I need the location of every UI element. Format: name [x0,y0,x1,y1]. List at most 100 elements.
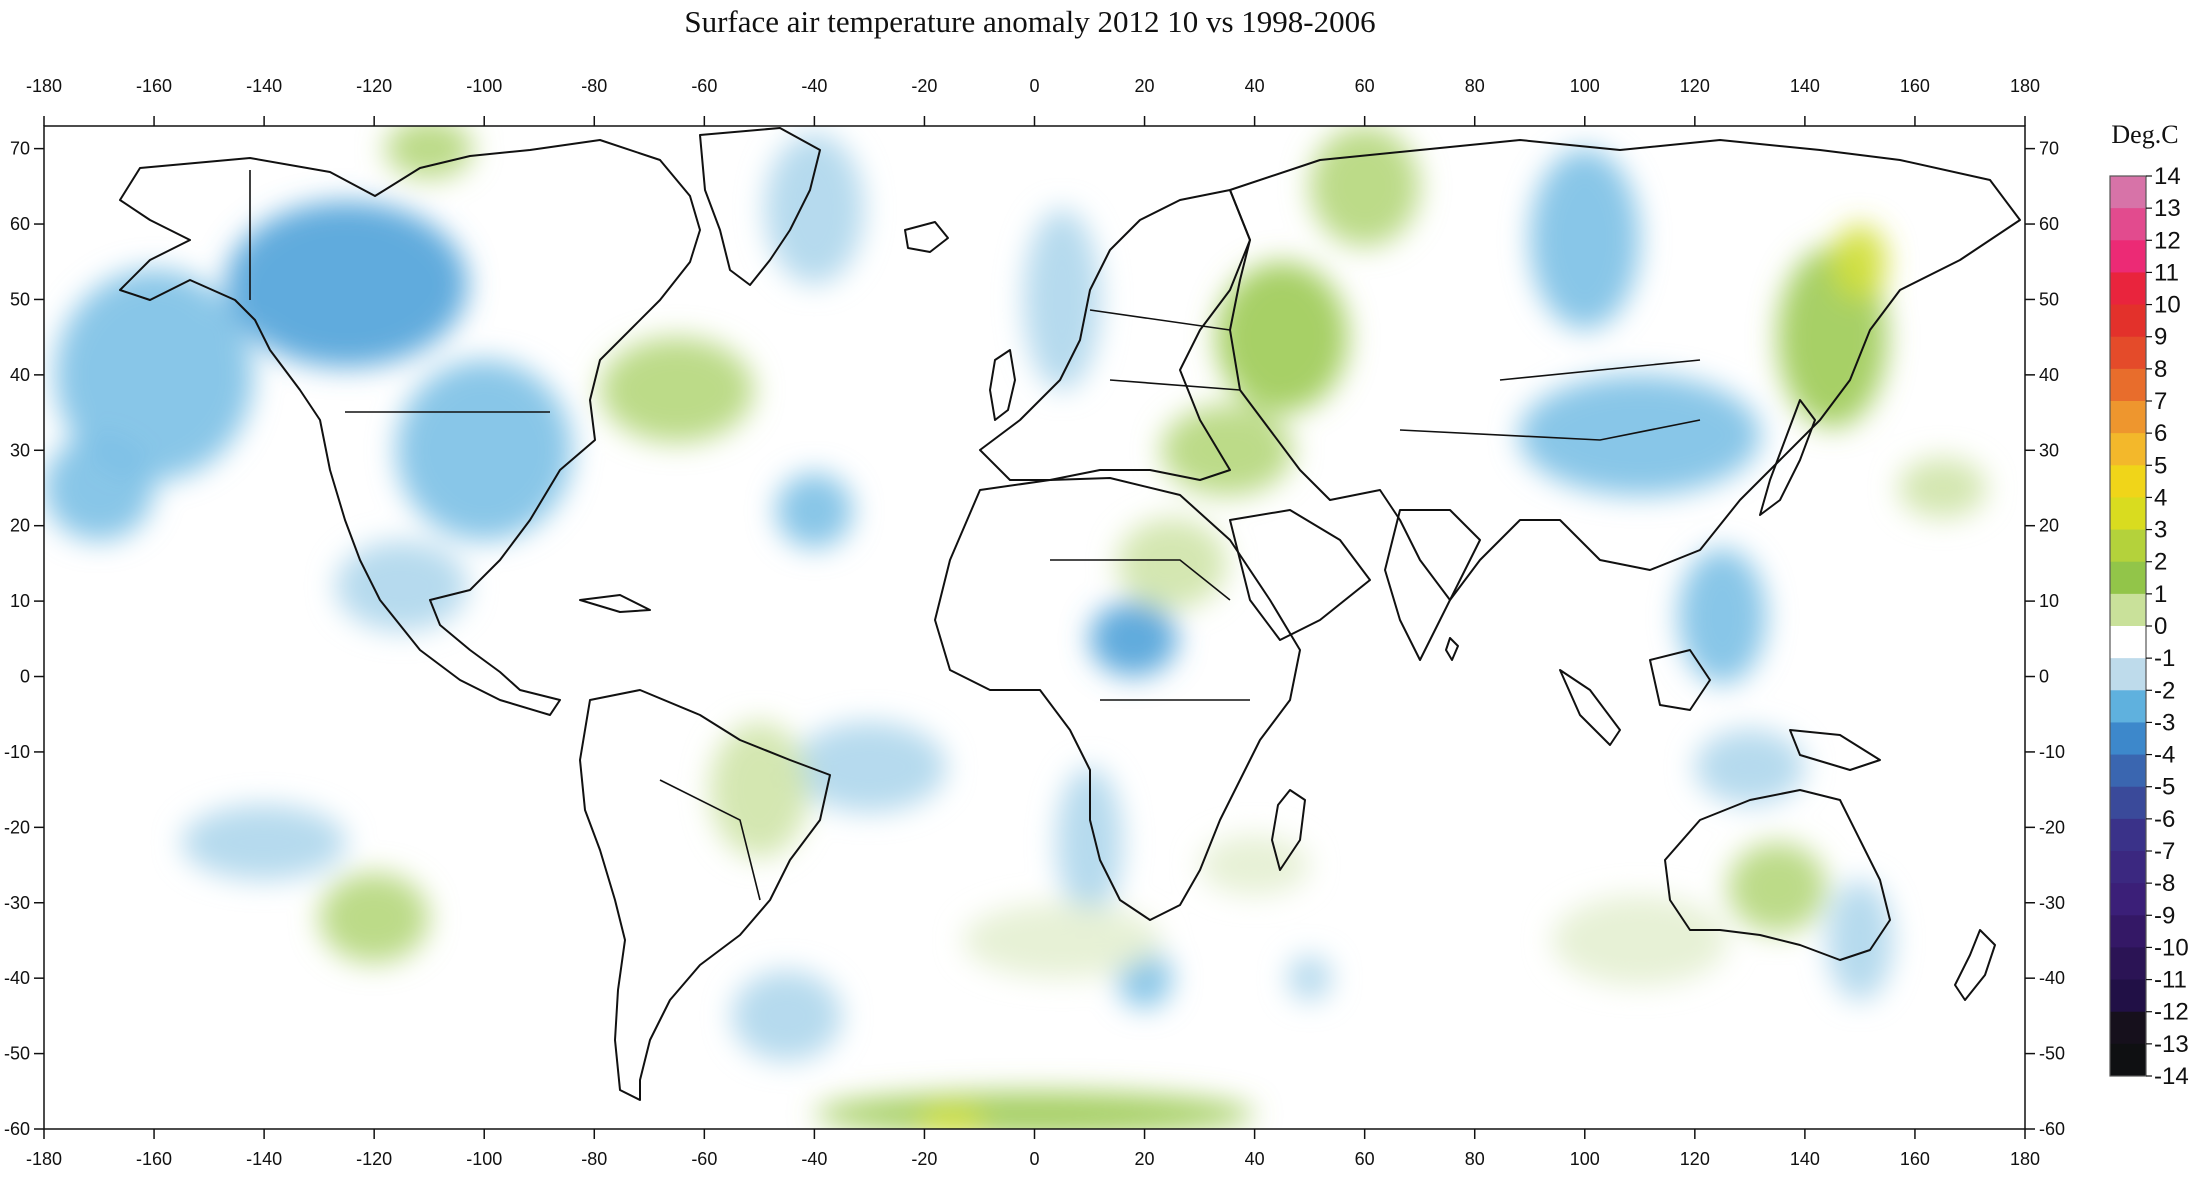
colorbar-label: 9 [2154,324,2167,351]
anomaly-region [1199,834,1310,896]
anomaly-region [1832,224,1888,300]
border-asia-2 [1499,359,1701,381]
lat-tick-label-right: -40 [2039,968,2065,988]
lat-tick-label-left: 30 [10,440,30,460]
lat-tick-label-right: -20 [2039,817,2065,837]
anomaly-region [1287,955,1332,1001]
lon-tick-label-bottom: -160 [136,1149,172,1169]
lat-tick-label-left: 60 [10,214,30,234]
anomaly-region [1898,457,1987,519]
colorbar-label: 11 [2154,259,2179,286]
colorbar-label: 10 [2154,292,2181,319]
colorbar-swatch [2110,947,2146,981]
anomaly-region [1826,880,1893,1001]
anomaly-region [1551,895,1728,986]
colorbar-label: -1 [2154,645,2175,672]
lat-tick-label-left: -50 [4,1044,30,1064]
colorbar-swatch [2110,497,2146,531]
anomaly-region [1089,601,1178,677]
map-title: Surface air temperature anomaly 2012 10 … [684,4,1376,39]
coast-india [1384,509,1481,661]
anomaly-region [1678,548,1767,685]
lon-tick-label-top: -100 [466,76,502,96]
lon-tick-label-top: 80 [1465,76,1485,96]
anomaly-region [1023,208,1101,390]
lat-tick-label-left: 70 [10,139,30,159]
border-lines [249,170,1701,901]
lat-tick-label-right: -60 [2039,1119,2065,1139]
lon-tick-label-bottom: 80 [1465,1149,1485,1169]
coast-japan [1759,399,1816,516]
lon-tick-label-top: -120 [356,76,392,96]
lon-tick-label-bottom: -120 [356,1149,392,1169]
colorbar-swatch [2110,465,2146,498]
colorbar-swatch [2110,690,2146,723]
lon-tick-label-bottom: 40 [1245,1149,1265,1169]
coast-greenland [699,127,821,286]
anomaly-region [396,359,573,541]
lat-tick-label-left: -20 [4,817,30,837]
colorbar-label: 2 [2154,549,2167,576]
border-africa-1 [1050,559,1231,601]
coast-uk [989,349,1016,421]
anomaly-region [1529,148,1640,330]
coast-arabia [1229,509,1371,641]
colorbar-swatch [2110,786,2146,820]
anomaly-region [731,970,842,1062]
anomaly-region [319,872,430,964]
coast-cuba [579,594,651,613]
colorbar-swatch [2110,304,2146,338]
anomaly-region [1694,729,1805,805]
colorbar-swatch [2110,1011,2146,1045]
colorbar-label: -8 [2154,870,2175,897]
anomaly-region [792,721,947,813]
colorbar-swatch [2110,176,2146,209]
lon-tick-label-bottom: 60 [1355,1149,1375,1169]
lat-tick-label-left: 40 [10,365,30,385]
colorbar-swatch [2110,1043,2146,1077]
colorbar-swatch [2110,658,2146,691]
lon-tick-label-top: 120 [1680,76,1710,96]
coast-madagascar [1271,789,1306,871]
colorbar-swatch [2110,626,2146,659]
anomaly-region [385,126,474,179]
axis-ticks: -180-180-160-160-140-140-120-120-100-100… [4,76,2065,1169]
anomaly-region [764,133,864,285]
anomaly-region [1518,374,1761,496]
colorbar-label: -12 [2154,999,2189,1026]
colorbar-swatch [2110,722,2146,756]
lon-tick-label-bottom: 180 [2010,1149,2040,1169]
lon-tick-label-bottom: -40 [801,1149,827,1169]
colorbar: Deg.C 14131211109876543210-1-2-3-4-5-6-7… [2109,120,2189,1090]
border-asia-1 [1399,419,1701,441]
anomaly-region [55,269,254,481]
anomaly-region [1056,767,1123,918]
colorbar-label: 4 [2154,484,2167,511]
colorbar-label: -11 [2154,967,2187,994]
lat-tick-label-left: -30 [4,893,30,913]
anomaly-region [1161,405,1294,496]
colorbar-label: -10 [2154,934,2189,961]
lon-tick-label-top: -160 [136,76,172,96]
colorbar-label: 8 [2154,356,2167,383]
colorbar-label: 1 [2154,581,2167,608]
lat-tick-label-right: -30 [2039,893,2065,913]
lat-tick-label-left: 20 [10,516,30,536]
colorbar-label: -2 [2154,677,2175,704]
lon-tick-label-bottom: -140 [246,1149,282,1169]
colorbar-label: 7 [2154,388,2167,415]
lon-tick-label-top: 0 [1029,76,1039,96]
colorbar-swatch [2110,561,2146,595]
coast-sumatra [1559,669,1621,746]
colorbar-swatch [2110,593,2146,627]
border-europe-1 [1089,309,1231,331]
colorbar-swatch [2110,529,2146,563]
colorbar-label: 14 [2154,163,2181,190]
anomaly-region [1727,842,1827,933]
lon-tick-label-bottom: -20 [911,1149,937,1169]
lon-tick-label-top: 140 [1790,76,1820,96]
colorbar-label: 3 [2154,517,2167,544]
lon-tick-label-top: 20 [1135,76,1155,96]
